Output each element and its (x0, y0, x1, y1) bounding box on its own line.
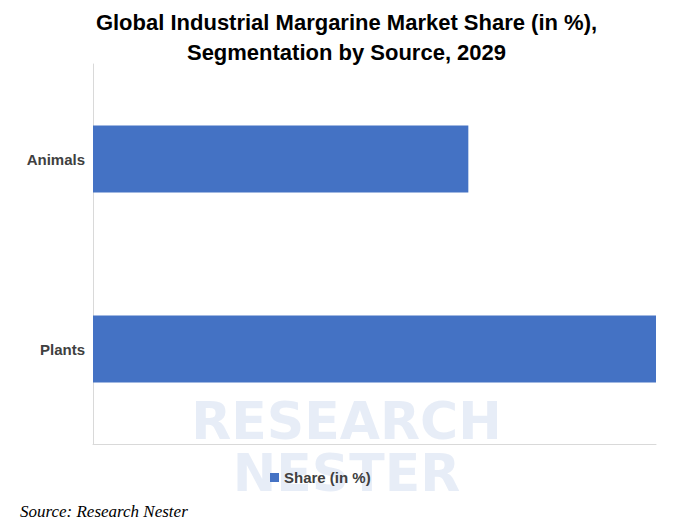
svg-text:Plants: Plants (40, 341, 85, 358)
svg-text:Share (in %): Share (in %) (284, 469, 371, 486)
svg-text:Global Industrial Margarine Ma: Global Industrial Margarine Market Share… (96, 10, 597, 35)
svg-text:Source: Research Nester: Source: Research Nester (20, 502, 188, 521)
svg-text:RESEARCH: RESEARCH (191, 391, 502, 451)
svg-text:Segmentation by Source, 2029: Segmentation by Source, 2029 (187, 40, 506, 65)
svg-text:NESTER: NESTER (233, 443, 461, 503)
svg-text:Animals: Animals (27, 151, 85, 168)
